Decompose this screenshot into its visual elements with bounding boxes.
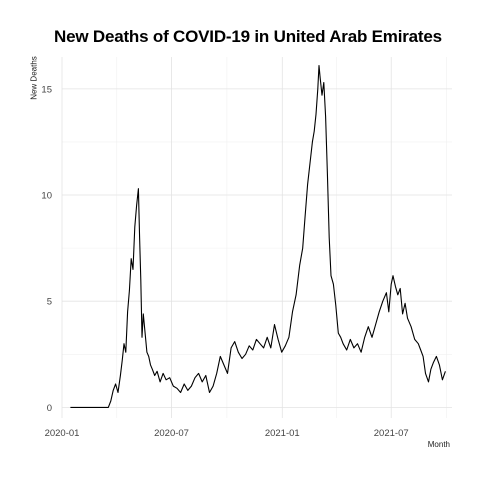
x-tick-label: 2021-01 [265,428,300,439]
x-tick-label: 2020-01 [45,428,80,439]
chart-title: New Deaths of COVID-19 in United Arab Em… [54,27,442,46]
y-tick-label: 10 [41,191,52,202]
y-tick-label: 15 [41,84,52,95]
x-tick-label: 2021-07 [374,428,409,439]
series-line [70,64,446,408]
y-tick-label: 0 [47,403,52,414]
y-tick-label: 5 [47,297,52,308]
x-axis-label: Month [427,440,450,449]
x-tick-label: 2020-07 [154,428,189,439]
